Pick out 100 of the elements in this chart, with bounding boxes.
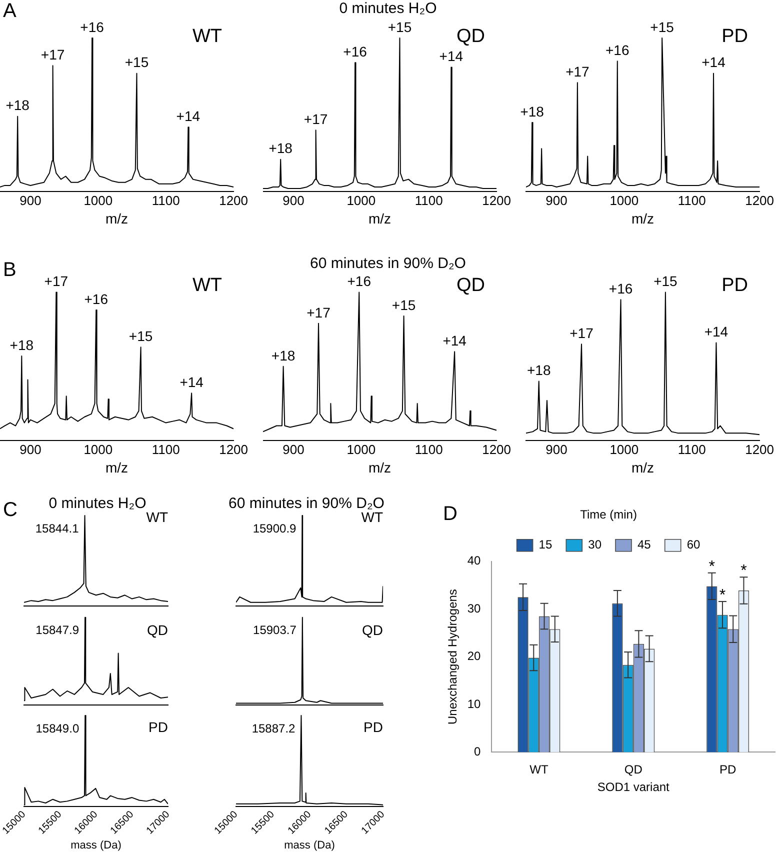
x-axis-title: m/z xyxy=(631,459,654,476)
x-tick-label: 1200 xyxy=(219,442,248,457)
chart-subtitle: WT xyxy=(192,275,222,297)
legend-label: 30 xyxy=(588,538,602,552)
annotation: +17 xyxy=(570,325,594,342)
x-tick-label: 900 xyxy=(282,192,304,208)
x-tick-label: 1100 xyxy=(152,442,180,457)
x-tick-label: PD xyxy=(719,762,736,777)
annotation: +14 xyxy=(702,54,726,70)
legend-title: Time (min) xyxy=(580,507,637,522)
legend-label: 15 xyxy=(538,538,552,552)
annotation: +14 xyxy=(180,374,204,390)
x-tick-label: 1100 xyxy=(414,192,443,208)
legend-label: 60 xyxy=(686,538,701,552)
x-axis-title: m/z xyxy=(105,210,128,226)
annotation: +14 xyxy=(439,48,464,64)
chart-subtitle: QD xyxy=(362,622,383,638)
annotation: +14 xyxy=(704,324,728,340)
x-tick-label: 1000 xyxy=(346,192,376,208)
annotation: +15 xyxy=(392,296,416,313)
annotation: * xyxy=(708,558,715,576)
x-tick-label: 900 xyxy=(20,192,42,208)
annotation: +18 xyxy=(271,347,296,364)
annotation: +18 xyxy=(10,336,34,353)
y-axis-title: Unexchanged Hydrogens xyxy=(446,589,460,725)
legend-label: 45 xyxy=(638,538,652,552)
chart-subtitle: QD xyxy=(147,622,168,638)
x-axis-title: m/z xyxy=(105,459,128,476)
x-tick-label: 900 xyxy=(546,192,568,208)
text: B xyxy=(3,259,16,282)
x-tick-label: 1200 xyxy=(745,442,774,457)
annotation: 15903.7 xyxy=(253,622,297,637)
chart-subtitle: QD xyxy=(456,275,485,297)
x-tick-label: 900 xyxy=(282,442,304,457)
annotation: +16 xyxy=(80,18,104,35)
x-axis-title: m/z xyxy=(631,210,654,226)
annotation: +18 xyxy=(520,103,544,120)
chart-title: 60 minutes in 90% D₂O xyxy=(228,495,386,512)
annotation: +16 xyxy=(84,290,108,307)
chart-subtitle: PD xyxy=(364,719,383,735)
chart-subtitle: PD xyxy=(722,275,748,297)
y-tick-label: 30 xyxy=(467,601,482,616)
text: D xyxy=(443,503,458,526)
annotation: +18 xyxy=(268,140,293,156)
y-tick-label: 10 xyxy=(467,696,482,711)
annotation: +15 xyxy=(654,273,678,290)
annotation: 15844.1 xyxy=(35,521,80,536)
x-axis-title: m/z xyxy=(368,459,392,476)
chart-subtitle: WT xyxy=(146,509,168,525)
annotation: +14 xyxy=(176,108,200,124)
x-axis-title: m/z xyxy=(368,210,392,226)
x-tick-label: 1100 xyxy=(152,192,180,208)
text: C xyxy=(3,499,18,522)
annotation: +17 xyxy=(566,63,590,80)
annotation: +17 xyxy=(304,111,328,128)
annotation: +16 xyxy=(347,273,372,290)
y-tick-label: 20 xyxy=(467,649,482,664)
x-tick-label: 1100 xyxy=(678,192,706,208)
y-tick-label: 40 xyxy=(467,554,482,568)
chart-subtitle: PD xyxy=(148,719,168,735)
x-axis-title: mass (Da) xyxy=(70,839,122,852)
x-tick-label: 1000 xyxy=(610,192,639,208)
annotation: 15900.9 xyxy=(252,521,297,536)
x-tick-label: 1000 xyxy=(84,192,113,208)
annotation: +18 xyxy=(6,97,30,114)
annotation: 15849.0 xyxy=(36,722,80,736)
x-tick-label: 1200 xyxy=(482,192,511,208)
x-axis-title: SOD1 variant xyxy=(597,780,670,794)
annotation: 15847.9 xyxy=(36,622,80,637)
chart-title: 60 minutes in 90% D₂O xyxy=(309,255,467,272)
x-tick-label: 1000 xyxy=(346,442,376,457)
annotation: 15887.2 xyxy=(252,722,296,736)
chart-title: 0 minutes H₂O xyxy=(338,0,438,17)
x-tick-label: 1200 xyxy=(482,442,511,457)
x-tick-label: QD xyxy=(624,762,643,777)
chart-title: 0 minutes H₂O xyxy=(48,495,146,512)
chart-subtitle: QD xyxy=(456,26,485,48)
x-tick-label: 900 xyxy=(20,442,42,457)
annotation: +14 xyxy=(442,332,467,348)
chart-subtitle: WT xyxy=(361,509,383,525)
annotation: +17 xyxy=(44,273,68,290)
annotation: * xyxy=(719,586,726,604)
annotation: * xyxy=(740,562,747,580)
annotation: +15 xyxy=(388,18,412,35)
x-tick-label: WT xyxy=(530,762,549,777)
annotation: +15 xyxy=(128,328,153,344)
annotation: +15 xyxy=(650,18,674,35)
chart-subtitle: WT xyxy=(192,26,222,48)
x-tick-label: 1000 xyxy=(610,442,639,457)
x-axis-title: mass (Da) xyxy=(284,839,335,852)
annotation: +16 xyxy=(608,280,633,297)
annotation: +18 xyxy=(526,362,551,378)
y-tick-label: 0 xyxy=(474,744,482,759)
annotation: +16 xyxy=(343,43,368,60)
chart-subtitle: PD xyxy=(722,26,748,48)
annotation: +17 xyxy=(40,46,65,63)
annotation: +15 xyxy=(124,54,149,70)
x-tick-label: 1200 xyxy=(219,192,248,208)
text: A xyxy=(3,0,16,23)
annotation: +16 xyxy=(606,42,630,58)
